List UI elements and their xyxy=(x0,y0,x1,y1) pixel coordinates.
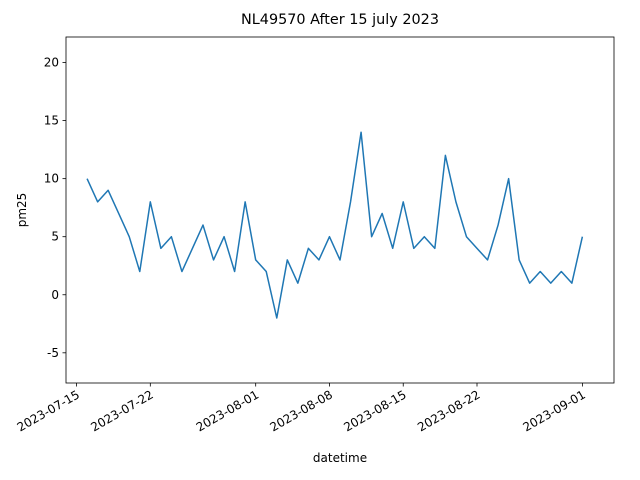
y-axis-label: pm25 xyxy=(15,193,29,228)
y-tick-label: 20 xyxy=(44,56,59,70)
y-tick-label: -5 xyxy=(47,346,59,360)
y-tick-label: 5 xyxy=(51,230,59,244)
y-tick-label: 15 xyxy=(44,114,59,128)
y-tick-label: 0 xyxy=(51,288,59,302)
data-line xyxy=(86,131,584,319)
x-axis-label: datetime xyxy=(313,451,367,465)
y-tick-label: 10 xyxy=(44,172,59,186)
axes-frame xyxy=(65,36,615,384)
chart-title: NL49570 After 15 july 2023 xyxy=(241,12,439,28)
